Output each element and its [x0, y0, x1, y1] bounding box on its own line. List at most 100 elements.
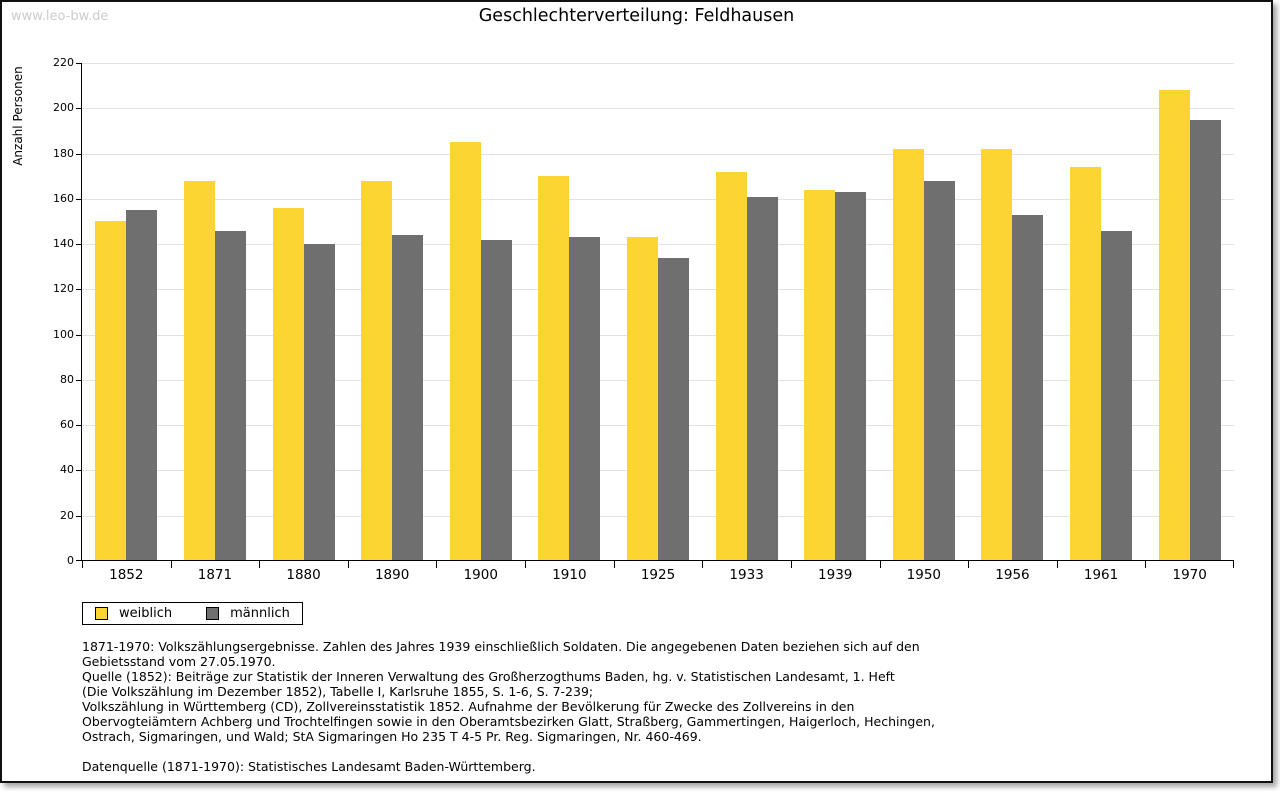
x-axis-tick	[1145, 561, 1146, 568]
x-axis-category-label: 1950	[906, 567, 942, 583]
legend-label: männlich	[230, 606, 290, 621]
gridline-y-200	[82, 108, 1234, 110]
footer-line: (Die Volkszählung im Dezember 1852), Tab…	[82, 684, 594, 699]
x-axis-tick	[614, 561, 615, 568]
legend-swatch-icon	[206, 607, 220, 620]
bar-weiblich-1890	[361, 180, 393, 561]
y-axis-tick-label: 0	[67, 554, 74, 567]
footer-line: Obervogteiämtern Achberg und Trochtelfin…	[82, 714, 935, 729]
bar-männlich-1939	[835, 192, 867, 561]
bar-weiblich-1880	[272, 207, 304, 561]
x-axis-category-label: 1956	[995, 567, 1030, 583]
chart-title: Geschlechterverteilung: Feldhausen	[478, 6, 795, 26]
bar-weiblich-1970	[1158, 90, 1190, 561]
x-axis-tick	[1057, 561, 1058, 568]
bar-männlich-1900	[480, 239, 512, 561]
y-axis-tick-label: 200	[53, 101, 74, 115]
y-axis-tick	[76, 198, 81, 200]
y-axis-tick	[76, 515, 81, 517]
x-axis-category-label: 1900	[463, 567, 498, 583]
y-axis-title: Anzahl Personen	[11, 66, 25, 166]
x-axis-category-label: 1910	[552, 567, 587, 583]
y-axis-tick-label: 80	[60, 372, 74, 386]
x-axis-line	[81, 560, 1234, 561]
bar-weiblich-1900	[449, 142, 481, 561]
bar-männlich-1880	[303, 244, 335, 561]
bar-weiblich-1925	[626, 237, 658, 561]
bar-männlich-1890	[392, 235, 424, 561]
x-axis-category-label: 1939	[818, 567, 853, 583]
gridline-y-160	[82, 198, 1234, 200]
footer-line: Quelle (1852): Beiträge zur Statistik de…	[82, 669, 895, 684]
bar-männlich-1852	[126, 210, 158, 561]
legend-item-männlich: männlich	[206, 606, 290, 621]
footer-line: Volkszählung in Württemberg (CD), Zollve…	[82, 699, 855, 714]
x-axis-category-label: 1880	[286, 567, 321, 583]
bar-männlich-1950	[923, 180, 955, 561]
x-axis-tick	[1233, 561, 1234, 568]
bar-männlich-1871	[214, 230, 246, 561]
bar-weiblich-1950	[892, 149, 924, 561]
bar-weiblich-1871	[183, 180, 215, 561]
footer-source-lines: 1871-1970: Volkszählungsergebnisse. Zahl…	[82, 639, 935, 744]
gridline-y-180	[82, 153, 1234, 155]
bar-weiblich-1939	[804, 189, 836, 561]
y-axis-tick	[76, 379, 81, 381]
bar-männlich-1970	[1189, 119, 1221, 561]
legend-swatch-icon	[95, 607, 108, 620]
footer: 1871-1970: Volkszählungsergebnisse. Zahl…	[82, 639, 935, 774]
x-axis-category-label: 1970	[1172, 567, 1207, 583]
x-axis-tick	[702, 561, 703, 568]
footer-line: 1871-1970: Volkszählungsergebnisse. Zahl…	[82, 639, 920, 654]
y-axis-tick-label: 60	[60, 418, 74, 432]
y-axis-tick	[76, 289, 81, 291]
x-axis-tick	[259, 561, 260, 568]
y-axis-tick-label: 180	[53, 146, 74, 160]
x-axis-tick	[348, 561, 349, 568]
y-axis-tick-label: 140	[53, 237, 74, 251]
bar-männlich-1933	[746, 196, 778, 561]
bar-männlich-1910	[569, 237, 601, 561]
y-axis-tick	[76, 334, 81, 336]
legend-label: weiblich	[119, 606, 173, 621]
x-axis-tick	[880, 561, 881, 568]
footer-line: Ostrach, Sigmaringen, und Wald; StA Sigm…	[82, 729, 702, 744]
x-axis-category-label: 1871	[197, 567, 233, 583]
footer-line: Gebietsstand vom 27.05.1970.	[82, 654, 276, 669]
y-axis-tick	[76, 560, 81, 561]
plot-area: 0 20 40 60 80 100 120 140 160 180 200 220 1852 1871 18…	[53, 57, 1234, 583]
x-axis-tick	[525, 561, 526, 568]
y-axis-tick	[76, 425, 81, 427]
x-axis-category-label: 1933	[729, 567, 764, 583]
bar-weiblich-1910	[538, 176, 570, 561]
y-axis-tick	[76, 108, 81, 110]
legend-item-weiblich: weiblich	[95, 606, 172, 621]
x-axis-tick	[436, 561, 437, 568]
x-axis-category-label: 1961	[1083, 567, 1119, 583]
y-axis-tick	[76, 470, 81, 472]
y-axis-tick-label: 160	[53, 191, 74, 205]
gridline-y-220	[82, 63, 1234, 64]
x-axis-category-label: 1852	[109, 567, 144, 583]
y-axis-tick	[76, 153, 81, 155]
x-axis-tick	[171, 561, 172, 568]
y-axis-tick-label: 100	[53, 327, 74, 341]
y-axis-tick	[76, 244, 81, 246]
legend: weiblich männlich	[82, 602, 303, 625]
x-axis-category-label: 1890	[374, 567, 410, 583]
y-axis-tick-label: 120	[53, 282, 74, 296]
bar-weiblich-1956	[981, 149, 1013, 561]
bar-männlich-1956	[1012, 214, 1044, 561]
bar-weiblich-1852	[95, 221, 127, 561]
bar-weiblich-1961	[1070, 167, 1102, 561]
y-axis-tick-label: 40	[60, 463, 74, 477]
y-axis-line	[81, 63, 82, 561]
gridline-y-140	[82, 244, 1234, 246]
bar-männlich-1961	[1101, 230, 1133, 561]
watermark: www.leo-bw.de	[11, 9, 109, 24]
footer-datasource: Datenquelle (1871-1970): Statistisches L…	[82, 759, 536, 774]
bar-weiblich-1933	[715, 171, 747, 561]
x-axis-tick	[791, 561, 792, 568]
x-axis-tick	[968, 561, 969, 568]
